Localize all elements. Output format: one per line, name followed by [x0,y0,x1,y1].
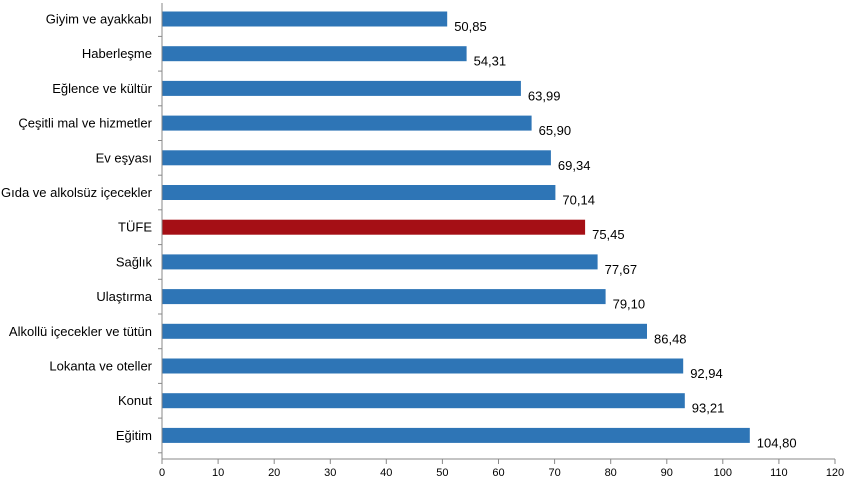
bar-0 [162,11,448,27]
category-label: Alkollü içecekler ve tütün [9,324,152,339]
x-tick-label: 100 [714,467,732,478]
value-label: 65,90 [539,123,572,138]
value-label: 70,14 [562,193,595,208]
category-label: Eğitim [116,428,152,443]
category-label: TÜFE [118,220,152,235]
value-label: 93,21 [692,401,725,416]
x-tick-label: 30 [324,467,336,478]
value-labels: 50,85 54,31 63,99 65,90 69,34 70,14 75,45 77,67… [454,19,796,450]
x-tick-label: 110 [770,467,788,478]
x-tick-label: 10 [212,467,224,478]
bars-group [162,11,750,443]
bar-8 [162,289,606,305]
category-label: Gıda ve alkolsüz içecekler [1,185,153,200]
x-tick-label: 50 [436,467,448,478]
category-label: Sağlık [116,254,153,269]
x-tick-label: 60 [492,467,504,478]
bar-4 [162,150,551,166]
bar-10 [162,358,684,374]
value-label: 50,85 [454,19,487,34]
value-label: 77,67 [605,262,638,277]
x-tick-label: 120 [826,467,844,478]
value-label: 69,34 [558,158,591,173]
bar-5 [162,185,556,200]
value-label: 86,48 [654,331,687,346]
bar-12 [162,427,750,443]
value-label: 92,94 [690,366,723,381]
value-label: 79,10 [613,297,646,312]
bar-1 [162,46,467,62]
category-label: Haberleşme [82,46,152,61]
category-label: Eğlence ve kültür [52,81,152,96]
category-label: Konut [118,393,152,408]
x-tick-label: 0 [159,467,165,478]
x-tick-label: 70 [548,467,560,478]
bar-11 [162,393,685,409]
bar-9 [162,323,647,339]
bar-7 [162,254,598,270]
value-label: 54,31 [474,54,507,69]
category-label: Lokanta ve oteller [49,359,152,374]
category-label: Giyim ve ayakkabı [46,12,152,27]
x-axis: 0 10 20 30 40 50 60 70 80 90 100 110 120 [158,3,844,478]
category-label: Çeşitli mal ve hizmetler [18,116,152,131]
x-tick-label: 80 [605,467,617,478]
value-label: 104,80 [757,435,797,450]
category-labels: Giyim ve ayakkabı Haberleşme Eğlence ve kü… [1,12,153,443]
x-tick-label: 90 [661,467,673,478]
x-tick-label: 40 [380,467,392,478]
x-tick-label: 20 [268,467,280,478]
bar-2 [162,80,521,96]
category-label: Ulaştırma [96,289,152,304]
bar-3 [162,115,532,131]
category-label: Ev eşyası [96,150,152,165]
value-label: 63,99 [528,88,561,103]
bar-6 [162,219,586,235]
value-label: 75,45 [592,227,625,242]
